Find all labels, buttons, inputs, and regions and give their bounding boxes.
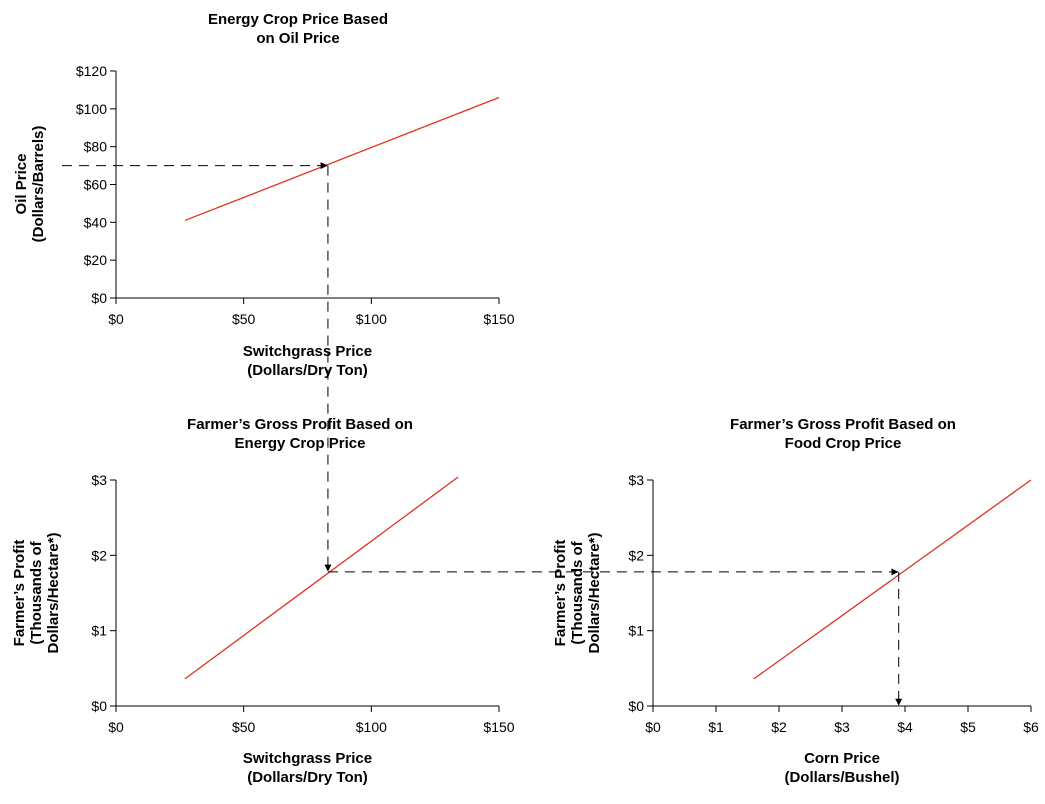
y-tick-label: $0 (628, 698, 644, 714)
chart-3: Farmer’s Gross Profit Based on Food Crop … (552, 416, 1039, 786)
x-tick-label: $5 (960, 719, 976, 735)
chart-title: Energy Crop Price Based on Oil Price (208, 11, 388, 47)
series-line (184, 476, 459, 680)
y-tick-label: $3 (91, 472, 107, 488)
x-axis-label: Corn Price (Dollars/Bushel) (784, 750, 899, 786)
y-tick-label: $100 (76, 101, 107, 117)
x-tick-label: $100 (356, 311, 387, 327)
x-tick-label: $6 (1023, 719, 1039, 735)
chart-title-line: Food Crop Price (785, 435, 902, 452)
chart-title-line: Energy Crop Price (235, 435, 366, 452)
x-tick-label: $2 (771, 719, 787, 735)
chart-title-line: Farmer’s Gross Profit Based on (730, 416, 956, 433)
x-tick-label: $50 (232, 719, 256, 735)
y-axis-label-line: (Thousands of (28, 540, 45, 644)
y-axis-label-line: Oil Price (13, 154, 30, 215)
y-tick-label: $2 (91, 547, 107, 563)
x-tick-label: $100 (356, 719, 387, 735)
series-line (184, 96, 500, 222)
chart-title: Farmer’s Gross Profit Based on Food Crop … (730, 416, 956, 452)
x-axis-label-line: (Dollars/Dry Ton) (247, 362, 368, 379)
y-axis-label: Farmer’s Profit(Thousands ofDollars/Hect… (11, 533, 62, 654)
y-tick-label: $40 (84, 214, 108, 230)
x-tick-label: $1 (708, 719, 724, 735)
chart-2: Farmer’s Gross Profit Based on Energy Cro… (11, 416, 515, 786)
y-axis-label: Oil Price(Dollars/Barrels) (13, 126, 47, 243)
x-tick-label: $0 (108, 311, 124, 327)
x-tick-label: $150 (483, 719, 514, 735)
chart-title-line: on Oil Price (256, 30, 339, 47)
x-axis-label-line: (Dollars/Bushel) (784, 769, 899, 786)
y-tick-label: $2 (628, 547, 644, 563)
y-axis-label-line: (Dollars/Barrels) (30, 126, 47, 243)
chart-title: Farmer’s Gross Profit Based on Energy Cro… (187, 416, 413, 452)
y-tick-label: $120 (76, 63, 107, 79)
y-tick-label: $60 (84, 177, 108, 193)
y-axis-label: Farmer’s Profit(Thousands ofDollars/Hect… (552, 533, 603, 654)
y-tick-label: $3 (628, 472, 644, 488)
y-axis-label-line: Farmer’s Profit (552, 540, 569, 647)
series-line (753, 479, 1032, 680)
y-tick-label: $0 (91, 698, 107, 714)
x-tick-label: $50 (232, 311, 256, 327)
x-tick-label: $4 (897, 719, 913, 735)
y-tick-label: $20 (84, 252, 108, 268)
x-axis-label: Switchgrass Price (Dollars/Dry Ton) (243, 750, 372, 786)
chart-title-line: Energy Crop Price Based (208, 11, 388, 28)
x-tick-label: $150 (483, 311, 514, 327)
y-tick-label: $80 (84, 139, 108, 155)
y-tick-label: $1 (628, 623, 644, 639)
chart-1: Energy Crop Price Based on Oil Price $0 $20… (13, 11, 515, 379)
chart-title-line: Farmer’s Gross Profit Based on (187, 416, 413, 433)
x-axis-label: Switchgrass Price (Dollars/Dry Ton) (243, 343, 372, 379)
y-axis-label-line: Dollars/Hectare*) (45, 533, 62, 654)
x-axis-label-line: Switchgrass Price (243, 343, 372, 360)
x-tick-label: $0 (108, 719, 124, 735)
y-axis-label-line: Farmer’s Profit (11, 540, 28, 647)
y-axis-label-line: Dollars/Hectare*) (586, 533, 603, 654)
x-tick-label: $3 (834, 719, 850, 735)
y-axis-label-line: (Thousands of (569, 540, 586, 644)
x-tick-label: $0 (645, 719, 661, 735)
y-tick-label: $1 (91, 623, 107, 639)
x-axis-label-line: Switchgrass Price (243, 750, 372, 767)
x-axis-label-line: Corn Price (804, 750, 880, 767)
x-axis-label-line: (Dollars/Dry Ton) (247, 769, 368, 786)
y-tick-label: $0 (91, 290, 107, 306)
